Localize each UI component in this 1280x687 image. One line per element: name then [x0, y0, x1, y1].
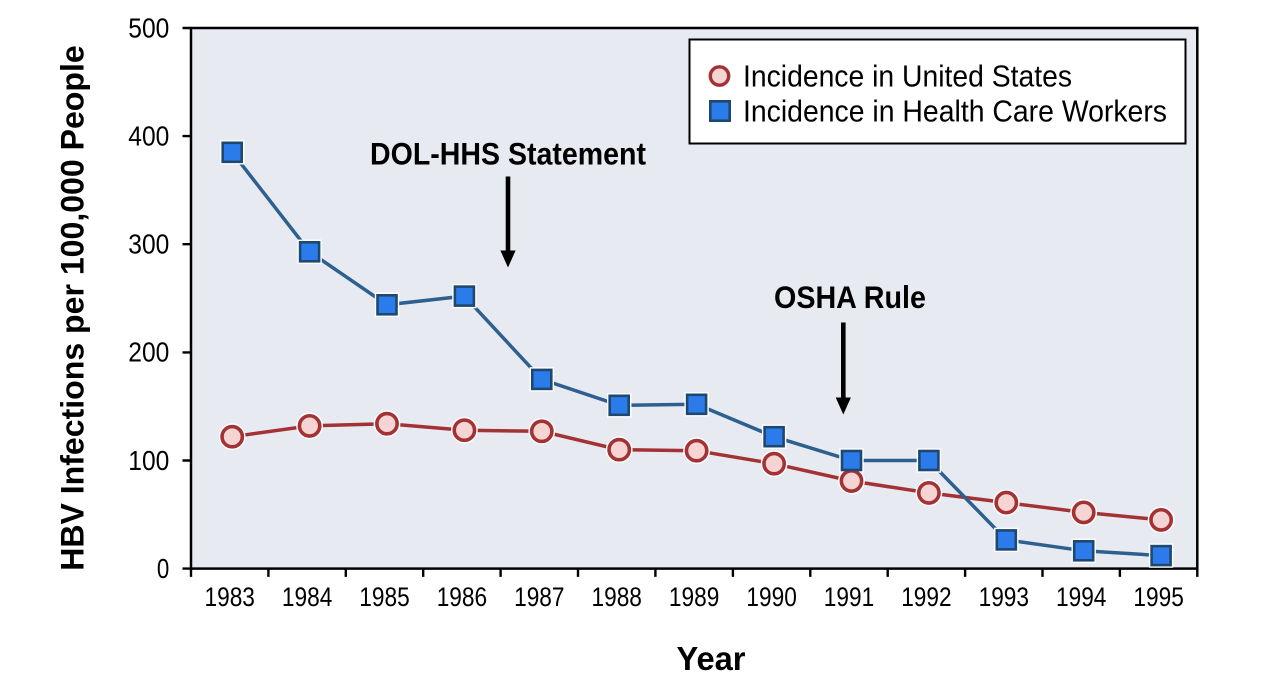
svg-text:1995: 1995: [1133, 582, 1183, 612]
svg-text:HBV Infections per 100,000 Peo: HBV Infections per 100,000 People: [55, 45, 91, 571]
svg-text:400: 400: [128, 120, 169, 151]
svg-text:Year: Year: [677, 640, 746, 677]
svg-text:OSHA Rule: OSHA Rule: [774, 279, 926, 315]
svg-text:DOL-HHS Statement: DOL-HHS Statement: [370, 136, 646, 172]
svg-text:500: 500: [128, 12, 169, 43]
svg-text:1984: 1984: [282, 582, 332, 612]
svg-text:100: 100: [128, 445, 169, 476]
svg-text:1993: 1993: [979, 582, 1029, 612]
svg-text:0: 0: [157, 553, 169, 584]
svg-text:300: 300: [128, 229, 169, 260]
svg-text:200: 200: [128, 337, 169, 368]
svg-text:1983: 1983: [205, 582, 255, 612]
svg-text:Incidence in Health Care Worke: Incidence in Health Care Workers: [743, 94, 1167, 128]
svg-text:Incidence in United States: Incidence in United States: [743, 60, 1072, 94]
svg-text:1985: 1985: [359, 582, 409, 612]
svg-text:1987: 1987: [514, 582, 564, 612]
svg-text:1988: 1988: [592, 582, 642, 612]
svg-text:1986: 1986: [437, 582, 487, 612]
svg-text:1991: 1991: [824, 582, 874, 612]
svg-text:1994: 1994: [1056, 582, 1106, 612]
svg-text:1992: 1992: [901, 582, 951, 612]
svg-text:1989: 1989: [669, 582, 719, 612]
svg-text:1990: 1990: [746, 582, 796, 612]
